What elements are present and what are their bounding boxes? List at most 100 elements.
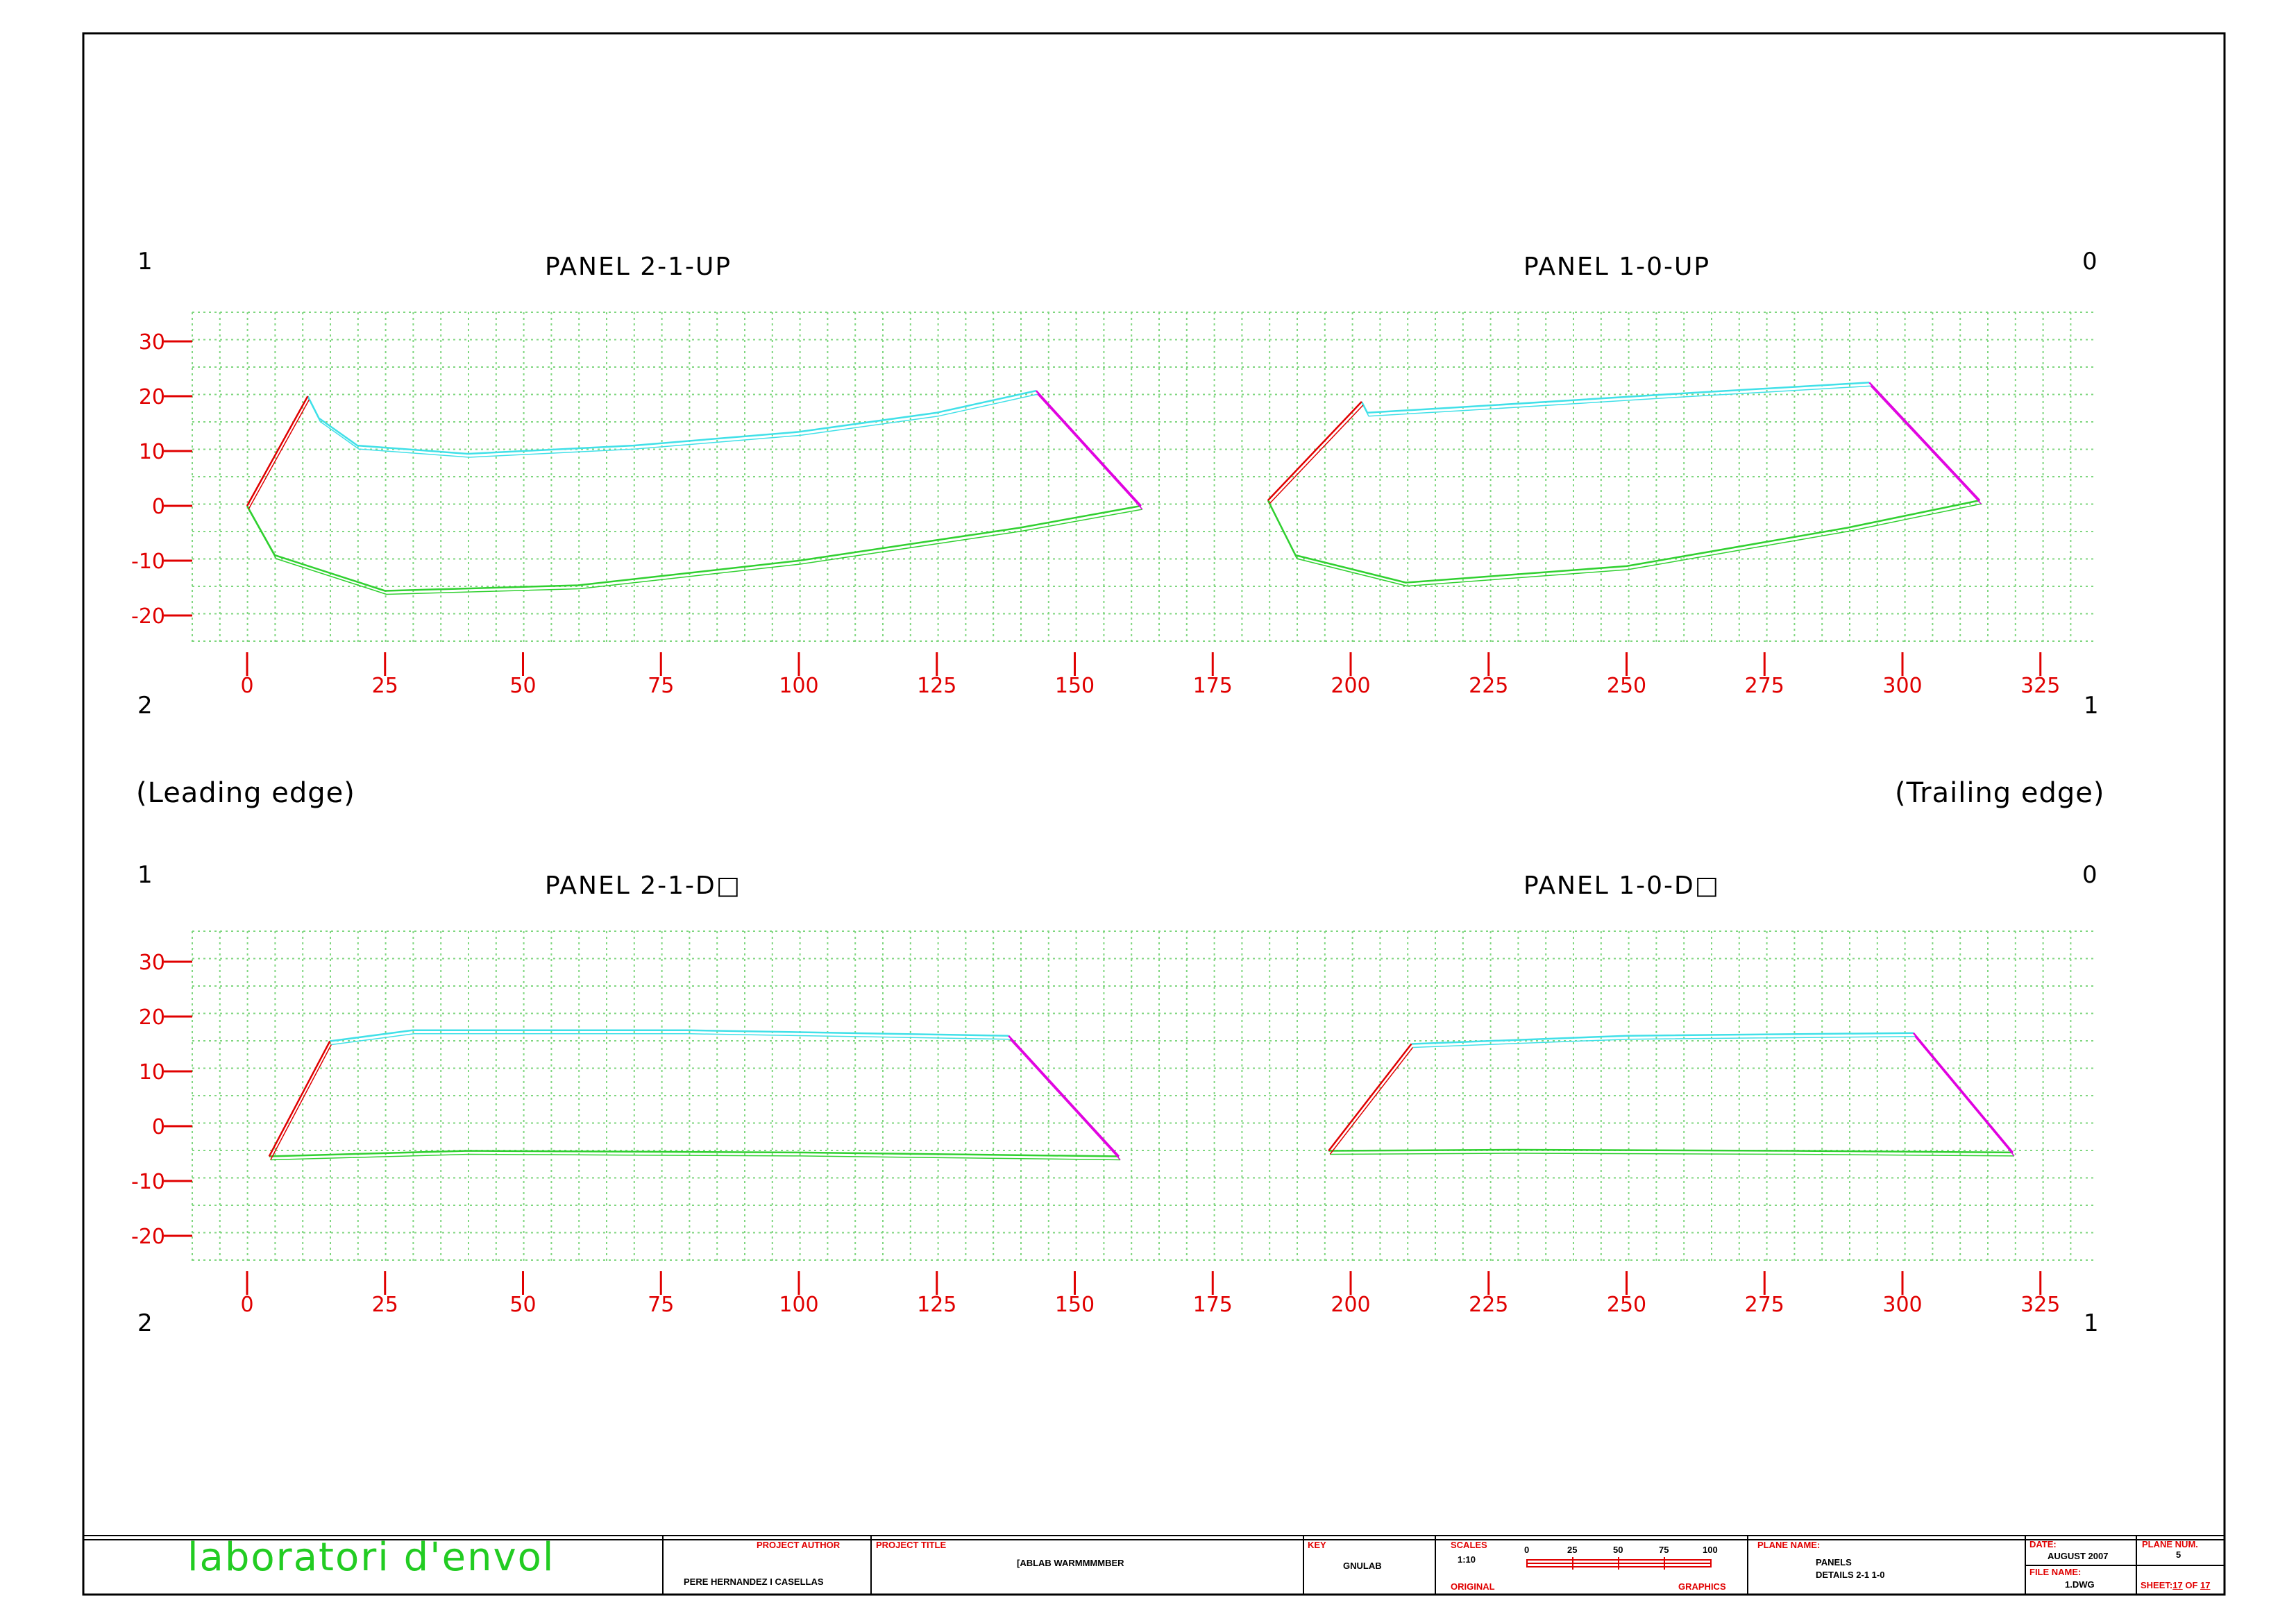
panel-curve-offset <box>248 509 1143 595</box>
panel-curve-offset <box>270 1153 1121 1161</box>
y-tick-label: 30 <box>139 951 165 975</box>
x-tick-label: 125 <box>917 674 956 698</box>
x-tick-label: 225 <box>1469 1293 1508 1317</box>
row2-corner-top-right: 0 <box>2082 861 2097 889</box>
date-label: DATE: <box>2029 1539 2057 1549</box>
y-tick-label: 30 <box>139 330 165 355</box>
logo-text: laboratori d'envol <box>187 1535 555 1580</box>
y-tick-label: 10 <box>139 440 165 464</box>
panel-curve <box>246 396 309 507</box>
plane-num-value: 5 <box>2176 1549 2181 1560</box>
sheet-label: SHEET:17 OF 17 <box>2141 1580 2211 1590</box>
y-tick-label: 20 <box>139 1005 165 1030</box>
trailing-edge-label: (Trailing edge) <box>1895 777 2105 809</box>
scale-tick-0: 0 <box>1524 1545 1530 1555</box>
panel-curve <box>1912 1032 2014 1153</box>
panel-curve-offset <box>1269 503 1982 587</box>
x-tick-label: 300 <box>1882 674 1922 698</box>
y-tick-label: 20 <box>139 385 165 409</box>
x-tick-label: 250 <box>1607 1293 1646 1317</box>
y-tick-label: -20 <box>131 604 165 629</box>
y-tick-label: -10 <box>131 550 165 574</box>
panel-plots: 0 25 50 75 100 125 150 175 200 225 250 275 300 325302… <box>131 312 2096 1317</box>
x-tick-label: 175 <box>1193 674 1233 698</box>
plane-name-line2: DETAILS 2-1 1-0 <box>1816 1570 1885 1580</box>
panel-curve-offset <box>1269 405 1364 504</box>
scale-value: 1:10 <box>1458 1554 1476 1565</box>
x-tick-label: 300 <box>1882 1293 1922 1317</box>
x-tick-label: 75 <box>648 1293 674 1317</box>
panel-curve <box>268 1040 331 1157</box>
x-tick-label: 25 <box>372 1293 398 1317</box>
key-value: GNULAB <box>1343 1561 1382 1571</box>
x-tick-label: 200 <box>1331 674 1370 698</box>
row1-corner-top-right: 0 <box>2082 248 2097 275</box>
date-value: AUGUST 2007 <box>2048 1551 2109 1561</box>
x-tick-label: 275 <box>1745 1293 1784 1317</box>
panel-curve <box>1411 1032 1914 1045</box>
panel-curve-offset <box>1037 393 1143 510</box>
panel-curve-offset <box>1362 385 1871 417</box>
scale-tick-50: 50 <box>1613 1545 1623 1555</box>
y-tick-label: 10 <box>139 1060 165 1085</box>
x-tick-label: 75 <box>648 674 674 698</box>
y-tick-label: 0 <box>152 495 165 519</box>
x-tick-label: 25 <box>372 674 398 698</box>
leading-edge-label: (Leading edge) <box>136 777 355 809</box>
sheet-label-text: SHEET <box>2141 1580 2170 1590</box>
row2-corner-bottom-left: 2 <box>137 1309 153 1337</box>
row1-corner-top-left: 1 <box>137 248 153 275</box>
sheet-number: 17 <box>2172 1580 2183 1590</box>
x-tick-label: 100 <box>779 1293 818 1317</box>
row1-corner-bottom-left: 2 <box>137 692 153 720</box>
scale-tick-75: 75 <box>1659 1545 1669 1555</box>
scale-tick-100: 100 <box>1703 1545 1718 1555</box>
panel-curve <box>1267 401 1362 501</box>
x-tick-label: 250 <box>1607 674 1646 698</box>
x-tick-label: 150 <box>1055 674 1095 698</box>
scale-tick-25: 25 <box>1567 1545 1578 1555</box>
x-tick-label: 275 <box>1745 674 1784 698</box>
x-tick-label: 50 <box>509 1293 536 1317</box>
panel-curve <box>1360 382 1870 414</box>
panel-curve-offset <box>1870 385 1982 504</box>
panel-title-1-0-do: PANEL 1-0-D□ <box>1523 872 1720 900</box>
panel-curve <box>1328 1043 1412 1152</box>
panel-curve-offset <box>1914 1036 2015 1157</box>
panel-curve-offset <box>331 1033 1011 1046</box>
title-block-frame <box>83 1535 2225 1595</box>
panel-title-1-0-up: PANEL 1-0-UP <box>1523 253 1710 281</box>
graphics-label: GRAPHICS <box>1678 1581 1726 1592</box>
x-tick-label: 175 <box>1193 1293 1233 1317</box>
project-author-label: PROJECT AUTHOR <box>757 1540 841 1550</box>
x-tick-label: 325 <box>2020 674 2060 698</box>
panel-curve <box>269 1150 1120 1157</box>
plane-name-line1: PANELS <box>1816 1557 1852 1567</box>
original-label: ORIGINAL <box>1451 1581 1495 1592</box>
sheet-frame <box>82 32 2226 1596</box>
panel-curve <box>1328 1148 2014 1154</box>
panel-title-2-1-up: PANEL 2-1-UP <box>545 253 732 281</box>
row1-corner-bottom-right: 1 <box>2084 692 2099 720</box>
x-tick-label: 100 <box>779 674 818 698</box>
panel-curve <box>1008 1035 1120 1157</box>
key-label: KEY <box>1308 1540 1326 1550</box>
plane-num-label: PLANE NUM. <box>2142 1539 2198 1549</box>
panel-curve-offset <box>270 1044 332 1160</box>
project-author: PERE HERNANDEZ I CASELLAS <box>684 1577 824 1587</box>
sheet-of: OF <box>2185 1580 2198 1590</box>
panel-curve-offset <box>308 393 1038 458</box>
panel-curve <box>330 1029 1009 1042</box>
project-title: [ABLAB WARMMMMBER <box>1017 1558 1124 1568</box>
x-tick-label: 150 <box>1055 1293 1095 1317</box>
y-tick-label: -10 <box>131 1170 165 1194</box>
row2-corner-top-left: 1 <box>137 861 153 889</box>
panel-curve-offset <box>1330 1153 2015 1157</box>
panel-curve-offset <box>1329 1047 1414 1155</box>
x-tick-label: 225 <box>1469 674 1508 698</box>
panel-curve <box>1035 390 1142 507</box>
x-tick-label: 325 <box>2020 1293 2060 1317</box>
row2-corner-bottom-right: 1 <box>2084 1309 2099 1337</box>
x-tick-label: 0 <box>240 674 253 698</box>
